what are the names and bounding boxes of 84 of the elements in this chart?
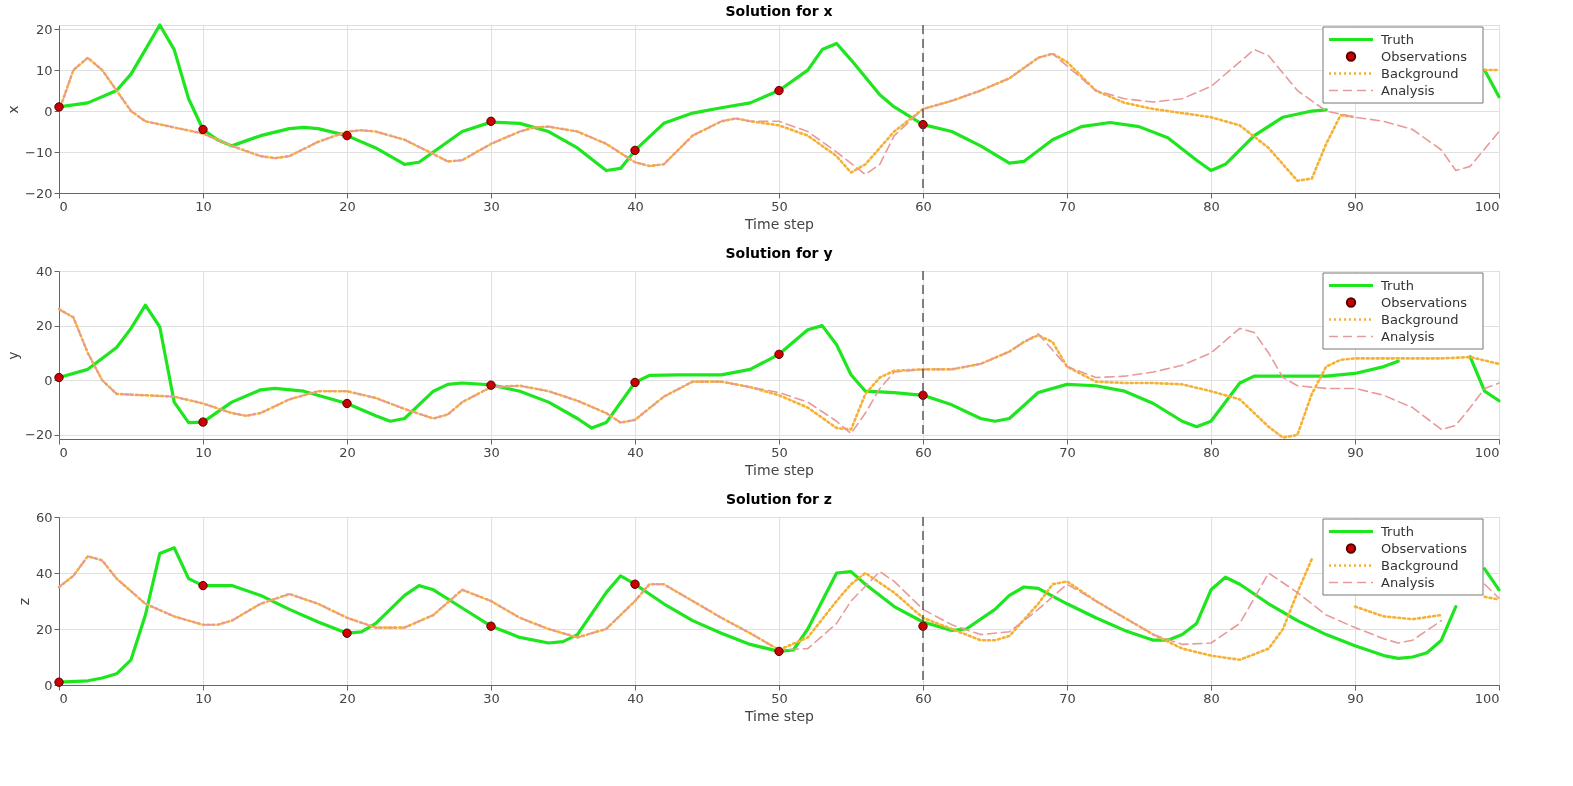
point xyxy=(774,85,784,96)
legend-label: Analysis xyxy=(1381,82,1435,98)
y-axis-title: y xyxy=(5,351,22,360)
y-tick-label: 60 xyxy=(35,509,53,525)
x-tick-label: 50 xyxy=(771,198,788,214)
point xyxy=(198,580,208,591)
x-tick-label: 50 xyxy=(771,690,788,706)
point xyxy=(486,621,496,631)
point xyxy=(54,372,64,383)
y-axis-title: x xyxy=(5,105,22,114)
x-tick-label: 30 xyxy=(483,198,500,214)
point xyxy=(774,349,784,359)
x-tick-label: 20 xyxy=(339,444,356,460)
point xyxy=(486,116,496,126)
point xyxy=(54,102,64,112)
y-axis-title: z xyxy=(15,597,32,606)
x-tick-label: 0 xyxy=(59,690,68,706)
x-axis-title: Time step xyxy=(744,215,815,232)
x-tick-label: 40 xyxy=(627,198,644,214)
y-tick-label: 10 xyxy=(35,62,53,78)
x-tick-label: 70 xyxy=(1059,690,1076,706)
x-tick-label: 60 xyxy=(915,444,932,460)
x-tick-label: 20 xyxy=(339,690,356,706)
point xyxy=(198,124,208,135)
legend-label: Truth xyxy=(1380,277,1414,293)
point xyxy=(342,398,352,409)
x-tick-label: 100 xyxy=(1474,690,1500,706)
y-tick-label: −10 xyxy=(25,144,53,160)
legend-label: Background xyxy=(1381,311,1459,327)
x-tick-label: 0 xyxy=(59,198,68,214)
y-tick-label: −20 xyxy=(25,427,53,443)
point xyxy=(774,646,784,657)
x-tick-label: 60 xyxy=(915,690,932,706)
legend-label: Analysis xyxy=(1381,574,1435,590)
y-tick-label: 40 xyxy=(35,263,53,279)
legend-label: Observations xyxy=(1381,48,1468,64)
x-tick-label: 0 xyxy=(59,444,68,460)
x-tick-label: 10 xyxy=(195,198,212,214)
x-tick-label: 100 xyxy=(1474,444,1500,460)
legend-label: Truth xyxy=(1380,31,1414,47)
x-tick-label: 80 xyxy=(1203,444,1220,460)
point xyxy=(342,130,352,141)
legend-label: Observations xyxy=(1381,294,1468,310)
x-tick-label: 90 xyxy=(1347,444,1364,460)
x-tick-label: 40 xyxy=(627,690,644,706)
y-tick-label: 0 xyxy=(44,677,53,693)
y-tick-label: 0 xyxy=(44,103,53,119)
y-tick-label: 20 xyxy=(35,21,53,37)
x-tick-label: 30 xyxy=(483,690,500,706)
chart-title: Solution for z xyxy=(725,491,833,507)
x-tick-label: 50 xyxy=(771,444,788,460)
point xyxy=(342,628,352,638)
x-axis-title: Time step xyxy=(744,707,815,724)
x-tick-label: 10 xyxy=(195,690,212,706)
y-tick-label: −20 xyxy=(25,185,53,201)
chart-title: Solution for x xyxy=(725,3,833,20)
point xyxy=(630,579,640,589)
point xyxy=(486,380,496,390)
chart-title: Solution for y xyxy=(725,245,833,261)
x-tick-label: 70 xyxy=(1059,198,1076,214)
legend-label: Analysis xyxy=(1381,328,1435,344)
x-tick-label: 100 xyxy=(1474,198,1500,214)
legend-label: Background xyxy=(1381,557,1459,573)
x-tick-label: 80 xyxy=(1203,198,1220,214)
y-tick-label: 20 xyxy=(35,318,53,334)
x-tick-label: 10 xyxy=(195,444,212,460)
point xyxy=(198,417,208,427)
y-tick-label: 0 xyxy=(44,372,53,388)
x-tick-label: 90 xyxy=(1347,198,1364,214)
x-tick-label: 60 xyxy=(915,198,932,214)
y-tick-label: 40 xyxy=(35,565,53,581)
legend-label: Observations xyxy=(1381,540,1468,556)
x-tick-label: 40 xyxy=(627,444,644,460)
x-tick-label: 20 xyxy=(339,198,356,214)
point xyxy=(630,377,640,388)
x-tick-label: 70 xyxy=(1059,444,1076,460)
x-tick-label: 80 xyxy=(1203,690,1220,706)
x-tick-label: 30 xyxy=(483,444,500,460)
point xyxy=(630,145,640,156)
legend-label: Background xyxy=(1381,65,1459,81)
legend-label: Truth xyxy=(1380,523,1414,539)
y-tick-label: 20 xyxy=(35,621,53,637)
x-tick-label: 90 xyxy=(1347,690,1364,706)
x-axis-title: Time step xyxy=(744,461,815,478)
